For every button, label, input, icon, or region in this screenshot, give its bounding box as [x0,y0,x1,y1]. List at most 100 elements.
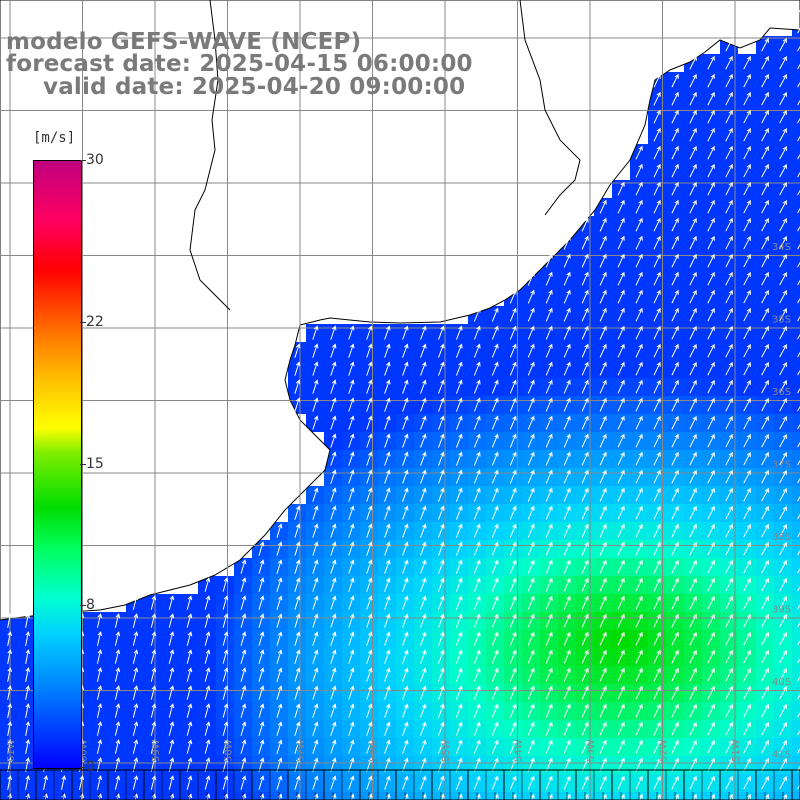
wind-arrow [276,649,283,664]
wind-arrow [348,703,355,718]
wind-arrow [581,613,589,628]
wind-arrow [330,433,337,448]
wind-arrow [491,469,499,484]
wind-arrow [312,775,319,790]
wind-arrow [473,685,481,700]
wind-arrow [635,163,643,178]
wind-arrow [348,487,355,502]
wind-arrow [473,703,481,718]
wind-arrow [25,739,31,754]
wind-arrow [599,343,607,358]
wind-arrow [725,181,733,196]
wind-arrow [581,361,589,376]
wind-arrow [761,415,769,430]
wind-arrow [402,433,409,448]
wind-arrow [25,685,31,700]
wind-cell [792,486,800,504]
wind-arrow [635,235,643,250]
wind-arrow [473,469,481,484]
lon-label: 54W [514,739,525,762]
wind-arrow [527,541,535,556]
wind-arrow [707,289,715,304]
wind-arrow [653,451,661,466]
wind-arrow [617,721,625,736]
wind-arrow [653,325,661,340]
wind-arrow [653,667,661,682]
wind-arrow [671,145,679,160]
wind-arrow [797,675,800,682]
wind-arrow [707,415,715,430]
colorbar-tick-label: 15 [86,455,104,472]
wind-arrow [545,757,553,772]
wind-arrow [491,379,499,394]
wind-arrow [527,613,535,628]
wind-arrow [222,667,229,682]
wind-arrow [348,397,355,412]
wind-arrow [545,361,553,376]
wind-arrow [653,397,661,412]
wind-arrow [779,631,787,646]
wind-arrow [653,757,661,772]
wind-arrow [384,523,391,538]
wind-arrow [743,109,751,124]
wind-arrow [707,109,715,124]
wind-arrow [653,307,661,322]
wind-arrow [330,487,337,502]
wind-arrow [545,307,553,322]
wind-arrow [132,649,139,664]
wind-arrow [581,685,589,700]
wind-arrow [25,775,31,790]
wind-arrow [455,325,463,340]
wind-arrow [366,397,373,412]
wind-arrow [671,613,679,628]
wind-arrow [689,235,697,250]
wind-arrow [581,577,589,592]
wind-arrow [25,721,31,736]
wind-arrow [743,343,751,358]
wind-arrow [348,433,355,448]
wind-arrow [348,415,355,430]
wind-arrow [384,505,391,520]
wind-arrow [707,433,715,448]
wind-arrow [779,595,787,610]
wind-arrow [743,487,751,502]
wind-arrow [348,523,355,538]
wind-arrow [240,721,247,736]
wind-arrow [114,667,121,682]
wind-arrow [384,487,391,502]
wind-arrow [599,271,607,286]
wind-arrow [455,667,463,682]
wind-arrow [689,505,697,520]
wind-arrow [671,685,679,700]
wind-arrow [330,703,337,718]
wind-arrow [438,415,445,430]
wind-cell [792,774,800,792]
wind-arrow [707,595,715,610]
wind-arrow [689,631,697,646]
wind-arrow [348,631,355,646]
wind-arrow [563,703,571,718]
wind-arrow [797,495,800,502]
wind-arrow [725,127,733,142]
wind-arrow [150,703,157,718]
wind-arrow [743,595,751,610]
wind-arrow [422,793,427,800]
wind-arrow [563,505,571,520]
wind-arrow [743,649,751,664]
wind-arrow [491,343,499,358]
wind-arrow [276,631,283,646]
wind-arrow [725,325,733,340]
wind-arrow [509,613,517,628]
wind-arrow [168,775,175,790]
wind-arrow [671,253,679,268]
wind-arrow [527,685,535,700]
wind-arrow [797,9,800,16]
wind-arrow [797,225,800,232]
wind-arrow [725,451,733,466]
wind-arrow [384,595,391,610]
wind-arrow [707,613,715,628]
wind-cell [792,252,800,270]
wind-arrow [222,739,229,754]
wind-arrow [491,775,499,790]
wind-arrow [653,505,661,520]
